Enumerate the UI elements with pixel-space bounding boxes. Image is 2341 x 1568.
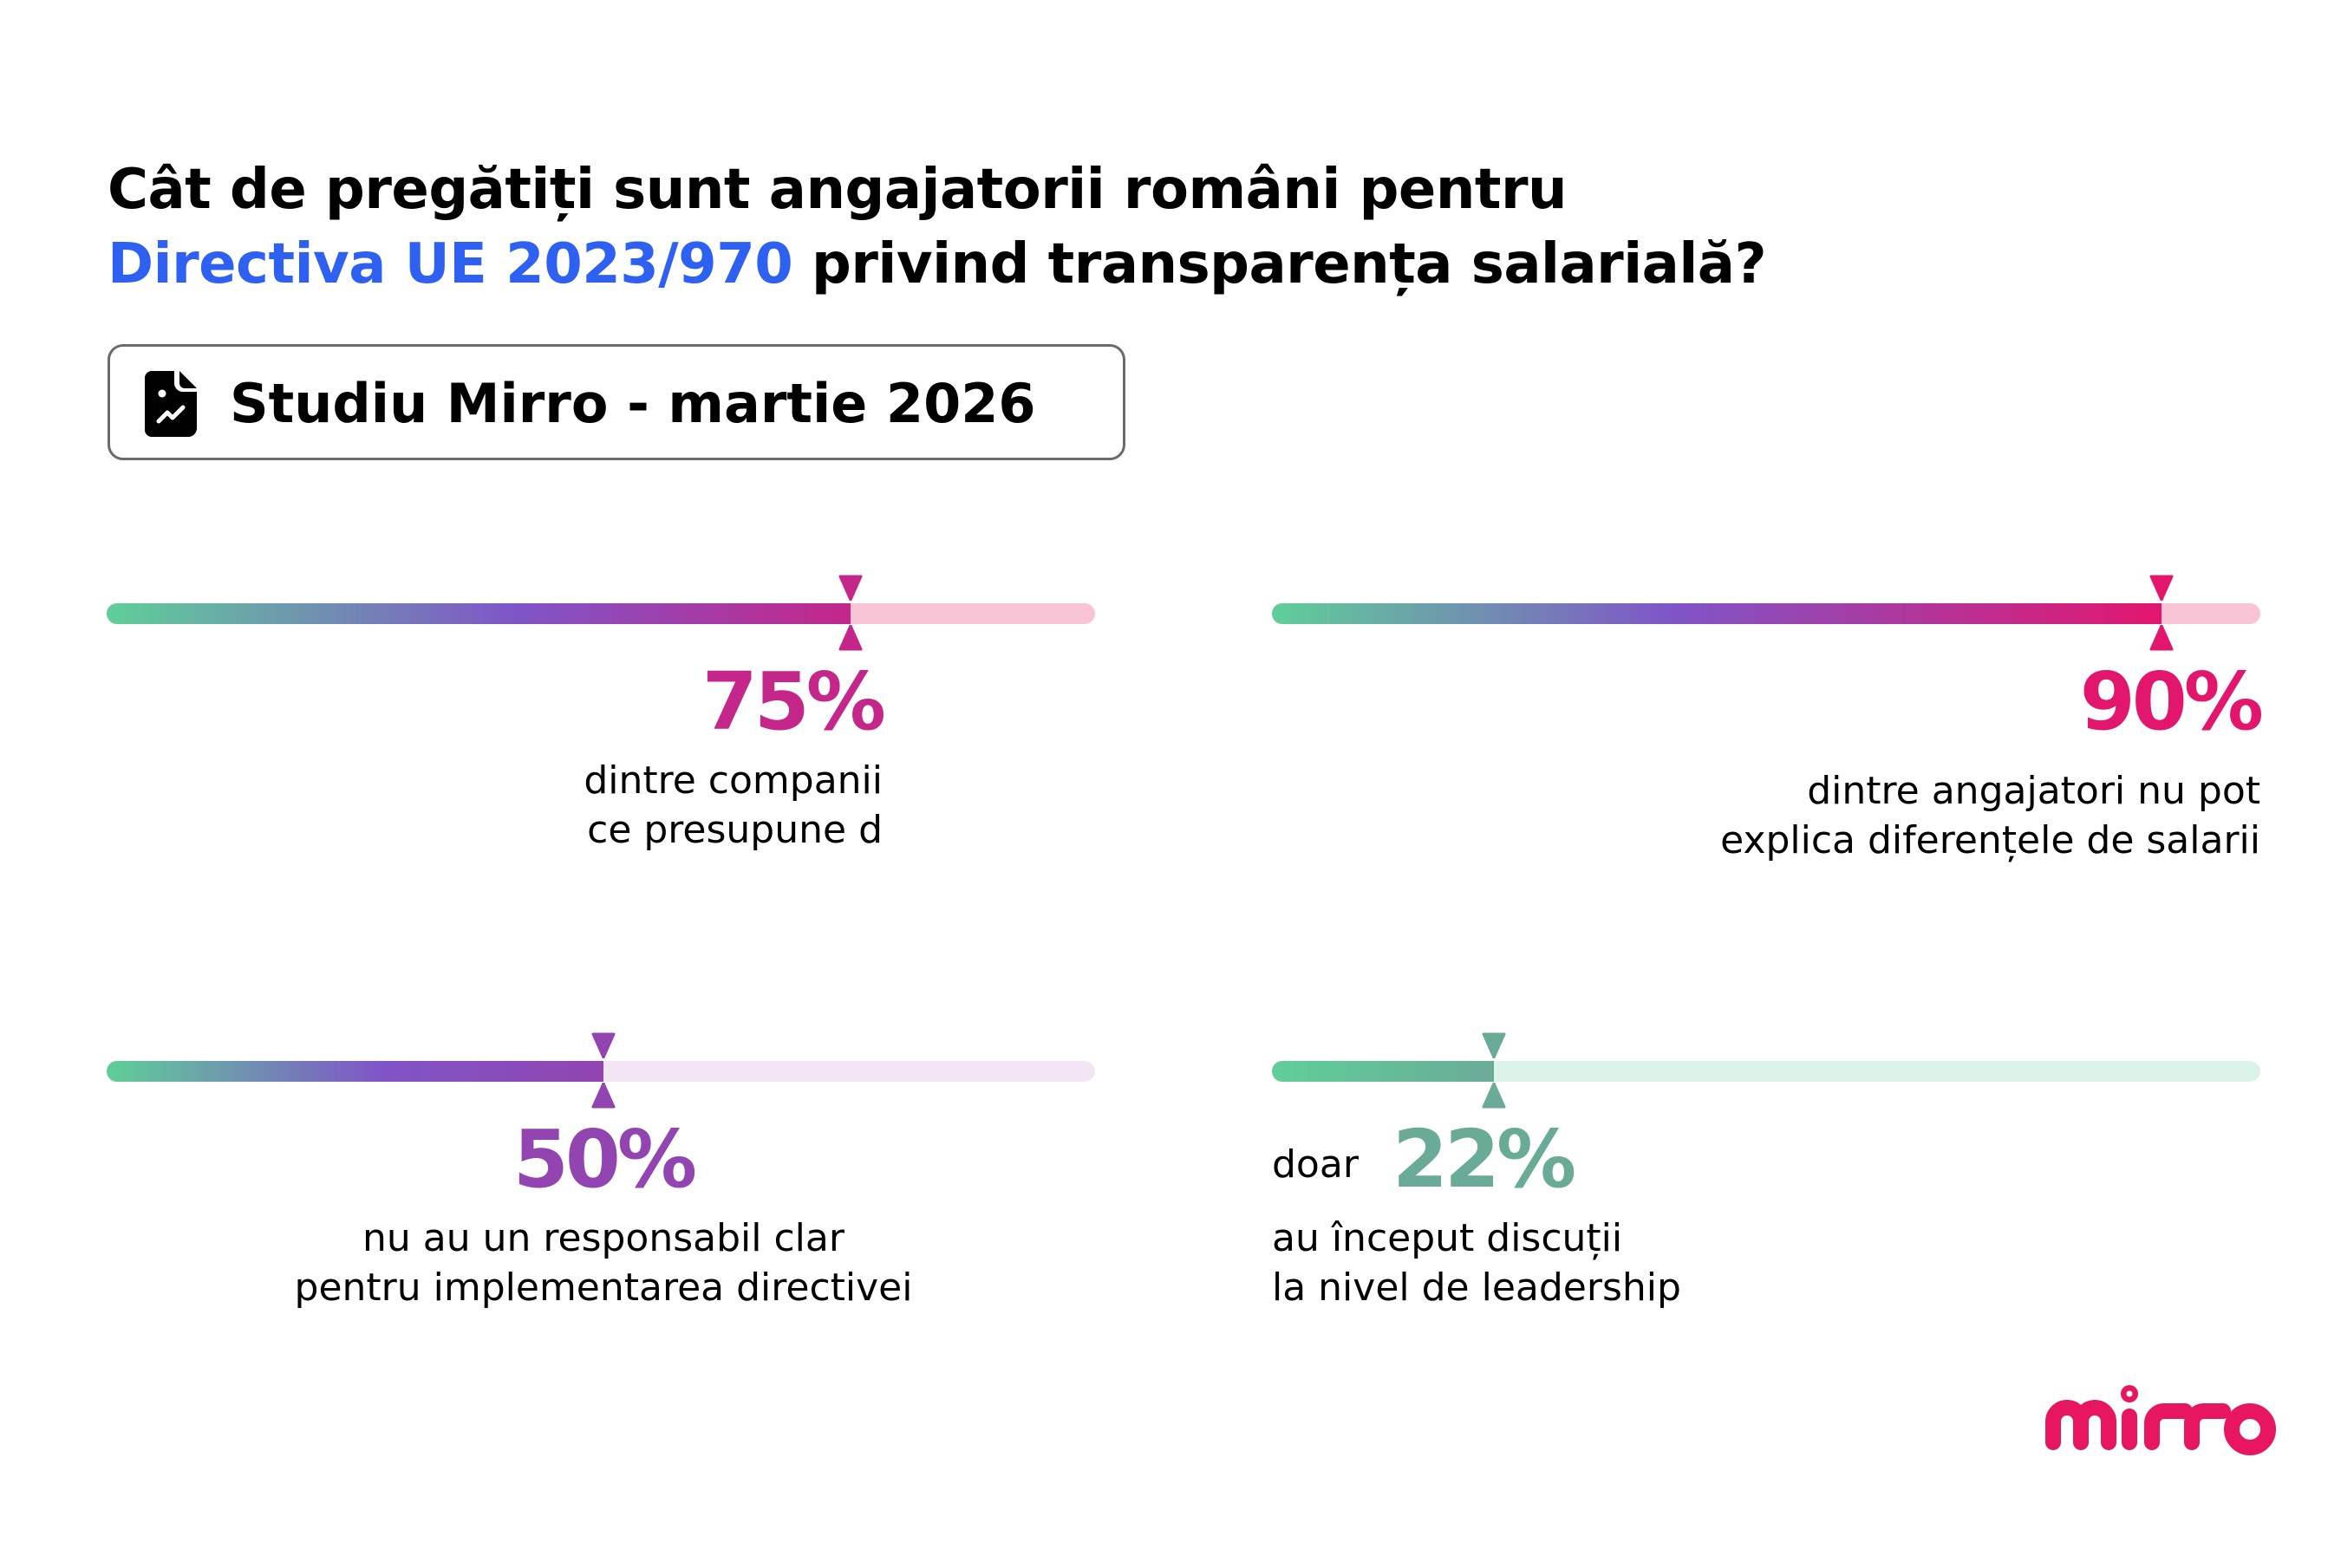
description-line: pentru implementarea directivei xyxy=(294,1265,913,1310)
progress-fill xyxy=(1272,1061,1494,1082)
stat-description-2: dintre angajatori nu pot explica diferen… xyxy=(1720,766,2260,865)
stat-description-4: au început discuții la nivel de leadersh… xyxy=(1272,1213,1681,1312)
study-badge: Studiu Mirro - martie 2026 xyxy=(108,344,1125,460)
description-line: nu au un responsabil clar xyxy=(362,1216,844,1260)
description-line: explica diferențele de salarii xyxy=(1720,818,2260,862)
description-line: dintre angajatori nu pot xyxy=(1807,769,2260,813)
marker-down-icon xyxy=(2149,575,2174,601)
title-line-2: Directiva UE 2023/970 privind transparen… xyxy=(108,227,1767,302)
marker-up-icon xyxy=(591,1083,616,1109)
marker-down-icon xyxy=(591,1032,616,1058)
marker-up-icon xyxy=(1482,1083,1506,1109)
stat-value-1: 75% xyxy=(701,655,886,748)
description-line: la nivel de leadership xyxy=(1272,1265,1681,1310)
progress-bar-4 xyxy=(1272,1061,2260,1082)
progress-bar-3 xyxy=(107,1061,1095,1082)
marker-up-icon xyxy=(2149,625,2174,651)
progress-fill xyxy=(1272,603,2162,624)
title-line-1: Cât de pregătiți sunt angajatorii români… xyxy=(108,158,1568,222)
progress-fill xyxy=(107,1061,603,1082)
marker-up-icon xyxy=(838,625,863,651)
stat-value-3: 50% xyxy=(512,1113,697,1206)
title-highlight: Directiva UE 2023/970 xyxy=(108,232,793,296)
progress-fill xyxy=(107,603,851,624)
stat-description-3: nu au un responsabil clar pentru impleme… xyxy=(213,1213,994,1312)
marker-down-icon xyxy=(838,575,863,601)
description-line: dintre companii xyxy=(584,758,883,803)
study-label: Studiu Mirro - martie 2026 xyxy=(230,372,1036,435)
stat-value-2: 90% xyxy=(2079,655,2264,748)
title-line-2-rest: privind transparența salarială? xyxy=(792,232,1767,296)
progress-bar-1 xyxy=(107,603,1095,624)
mirro-logo xyxy=(2045,1385,2276,1455)
stat-description-1: dintre companii ce presupune d xyxy=(584,756,883,855)
document-chart-icon xyxy=(145,371,197,437)
stat-value-4: 22% xyxy=(1392,1113,1576,1206)
description-line: ce presupune d xyxy=(587,808,883,852)
progress-bar-2 xyxy=(1272,603,2260,624)
page-title: Cât de pregătiți sunt angajatorii români… xyxy=(108,153,1767,302)
marker-down-icon xyxy=(1482,1032,1506,1058)
description-line: au început discuții xyxy=(1272,1216,1623,1260)
stat-prefix-4: doar xyxy=(1272,1142,1359,1187)
